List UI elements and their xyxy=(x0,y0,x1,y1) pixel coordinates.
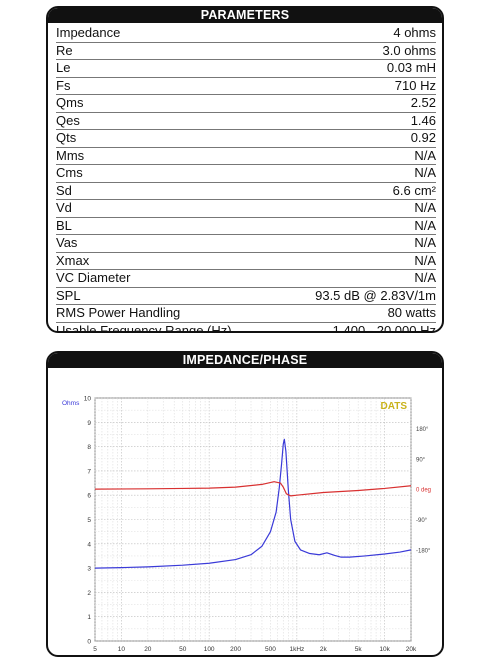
parameter-value: 80 watts xyxy=(387,305,436,320)
x-tick-label: 5 xyxy=(93,646,97,653)
parameter-row: Le 0.03 mH xyxy=(56,60,436,78)
plot-area xyxy=(94,397,412,642)
y-tick-label: 10 xyxy=(84,396,92,403)
parameter-name: RMS Power Handling xyxy=(56,305,181,320)
impedance-series-line xyxy=(94,438,412,569)
parameters-table: Impedance 4 ohms Re 3.0 ohms Le 0.03 mH Fs 710 … xyxy=(48,23,442,333)
parameter-row: Qts 0.92 xyxy=(56,130,436,148)
y-tick-label: 6 xyxy=(87,493,91,500)
x-tick-label: 10k xyxy=(379,646,390,653)
parameter-row: Sd 6.6 cm² xyxy=(56,182,436,200)
parameter-name: Fs xyxy=(56,77,71,93)
parameter-value: N/A xyxy=(414,200,436,215)
phase-tick-label: 90° xyxy=(416,457,426,463)
parameter-value: N/A xyxy=(414,270,436,285)
parameter-row: VC Diameter N/A xyxy=(56,270,436,288)
phase-series-line xyxy=(94,481,412,497)
parameter-row: Impedance 4 ohms xyxy=(56,25,436,43)
parameter-row: BL N/A xyxy=(56,217,436,235)
parameter-row: Re 3.0 ohms xyxy=(56,42,436,60)
parameter-name: VC Diameter xyxy=(56,270,131,285)
parameter-name: Qes xyxy=(56,112,80,128)
parameter-name: Cms xyxy=(56,165,83,180)
parameters-panel: PARAMETERS Impedance 4 ohms Re 3.0 ohms Le 0.… xyxy=(46,6,444,333)
x-tick-label: 200 xyxy=(230,646,241,653)
parameter-value: 2.52 xyxy=(410,95,436,110)
parameter-row: Xmax N/A xyxy=(56,252,436,270)
brand-label: DATS xyxy=(381,401,408,412)
phase-tick-label: 180° xyxy=(416,427,429,433)
parameter-name: Le xyxy=(56,60,71,75)
parameter-name: Usable Frequency Range (Hz) xyxy=(56,322,232,333)
parameter-row: Fs 710 Hz xyxy=(56,77,436,95)
parameter-value: 4 ohms xyxy=(393,25,436,40)
y-tick-label: 9 xyxy=(87,420,91,427)
parameter-row: SPL 93.5 dB @ 2.83V/1m xyxy=(56,287,436,305)
parameter-name: Sd xyxy=(56,182,72,198)
phase-tick-label: -180° xyxy=(416,548,431,554)
parameter-row: Qes 1.46 xyxy=(56,112,436,130)
parameter-value: 93.5 dB @ 2.83V/1m xyxy=(315,287,436,303)
phase-tick-label: 0 deg xyxy=(416,488,431,494)
x-tick-label: 20k xyxy=(406,646,417,653)
y-tick-label: 8 xyxy=(87,444,91,451)
y-tick-label: 0 xyxy=(87,639,91,646)
parameter-name: Qts xyxy=(56,130,77,145)
parameter-row: Usable Frequency Range (Hz) 1,400 - 20,00… xyxy=(56,322,436,333)
x-tick-label: 5k xyxy=(355,646,363,653)
parameter-name: Mms xyxy=(56,147,85,163)
x-tick-label: 10 xyxy=(118,646,126,653)
phase-tick-label: -90° xyxy=(416,518,428,524)
y-tick-label: 5 xyxy=(87,517,91,524)
parameter-name: Re xyxy=(56,42,73,58)
parameter-row: Vas N/A xyxy=(56,235,436,253)
parameter-value: 6.6 cm² xyxy=(392,182,436,198)
parameter-value: N/A xyxy=(414,217,436,233)
parameter-row: RMS Power Handling 80 watts xyxy=(56,305,436,323)
parameter-name: SPL xyxy=(56,287,81,303)
parameter-value: 1.46 xyxy=(410,112,436,128)
x-tick-label: 500 xyxy=(265,646,276,653)
parameter-row: Vd N/A xyxy=(56,200,436,218)
parameter-value: 3.0 ohms xyxy=(382,42,436,58)
x-tick-label: 100 xyxy=(204,646,215,653)
x-tick-label: 1kHz xyxy=(289,646,304,653)
parameter-row: Mms N/A xyxy=(56,147,436,165)
x-tick-label: 50 xyxy=(179,646,187,653)
parameter-value: 1,400 - 20,000 Hz xyxy=(332,322,436,333)
impedance-phase-panel: IMPEDANCE/PHASE 0 1 2 3 4 5 6 7 8 9 10 Ohms 5 10 20 50 1… xyxy=(46,351,444,657)
x-tick-label: 2k xyxy=(320,646,328,653)
parameter-value: N/A xyxy=(414,165,436,180)
impedance-phase-chart: 0 1 2 3 4 5 6 7 8 9 10 Ohms 5 10 20 50 100 200 500 1kHz 2k 5k… xyxy=(62,396,431,654)
parameter-name: Vd xyxy=(56,200,72,215)
parameter-row: Cms N/A xyxy=(56,165,436,183)
parameter-value: N/A xyxy=(414,147,436,163)
parameter-name: Impedance xyxy=(56,25,121,40)
parameter-value: N/A xyxy=(414,235,436,250)
parameter-row: Qms 2.52 xyxy=(56,95,436,113)
parameter-value: 0.03 mH xyxy=(386,60,436,75)
y-tick-label: 7 xyxy=(87,468,91,475)
parameter-value: 0.92 xyxy=(410,130,436,145)
parameters-title: PARAMETERS xyxy=(48,8,442,23)
y-tick-label: 4 xyxy=(87,541,91,548)
parameter-name: BL xyxy=(56,217,72,233)
impedance-phase-title: IMPEDANCE/PHASE xyxy=(48,353,442,368)
parameter-value: N/A xyxy=(414,252,436,268)
parameter-name: Qms xyxy=(56,95,84,110)
y-tick-label: 3 xyxy=(87,566,91,573)
parameter-value: 710 Hz xyxy=(394,77,436,93)
y-tick-label: 2 xyxy=(87,590,91,597)
parameter-name: Vas xyxy=(56,235,78,250)
y-tick-label: 1 xyxy=(87,614,91,621)
x-tick-label: 20 xyxy=(144,646,152,653)
y-axis-label: Ohms xyxy=(62,400,80,407)
parameter-name: Xmax xyxy=(56,252,90,268)
